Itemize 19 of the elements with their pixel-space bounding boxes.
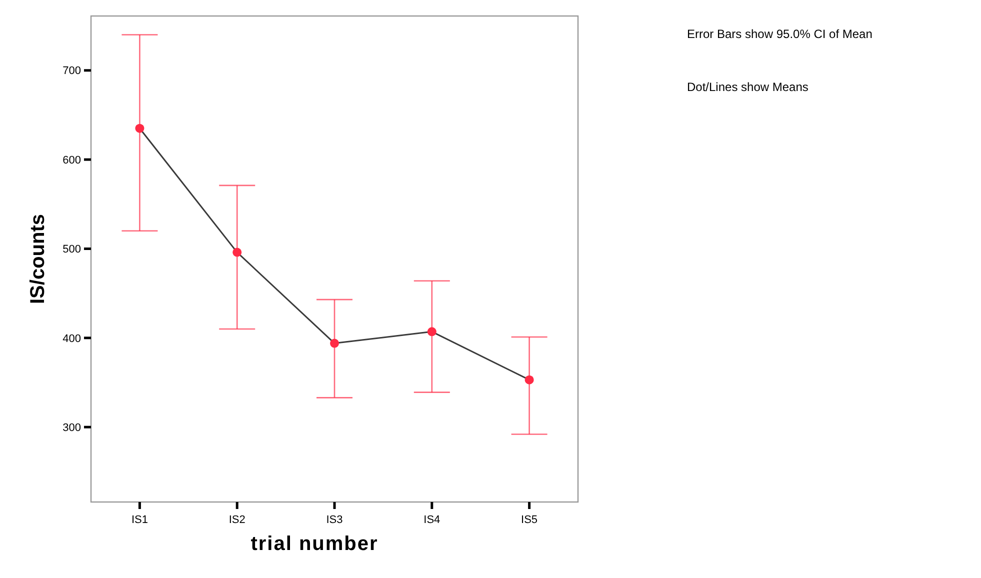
- y-tick-label: 600: [62, 154, 81, 166]
- x-axis-title: trial number: [250, 533, 378, 555]
- y-tick-label: 400: [62, 332, 81, 345]
- text: Error Bars show 95.0% CI of Mean: [687, 27, 872, 41]
- x-tick-label: IS2: [228, 514, 246, 526]
- x-tick-label: IS3: [326, 514, 343, 526]
- point: [135, 124, 144, 133]
- y-tick-label: 500: [62, 244, 81, 256]
- point: [330, 338, 339, 348]
- x-tick-label: IS4: [424, 514, 440, 526]
- point: [524, 375, 534, 384]
- point: [427, 327, 436, 336]
- text: Dot/Lines show Means: [687, 80, 808, 94]
- x-tick-label: IS5: [521, 514, 538, 526]
- y-tick-label: 700: [62, 65, 81, 78]
- y-tick-label: 300: [62, 422, 81, 434]
- point: [232, 248, 242, 257]
- y-axis-title: IS/counts: [27, 214, 49, 304]
- x-tick-label: IS1: [131, 514, 148, 526]
